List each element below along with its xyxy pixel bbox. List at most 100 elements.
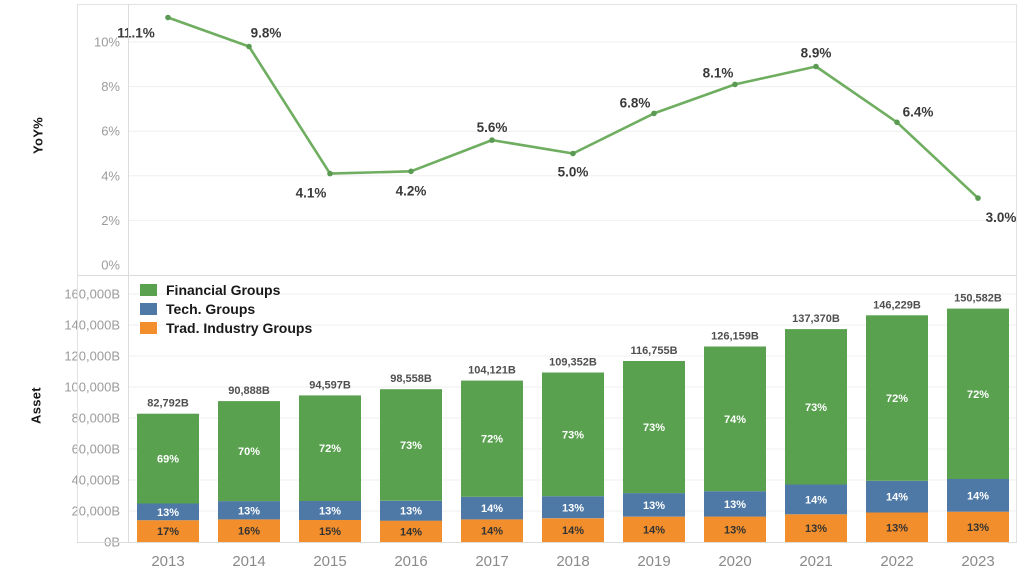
- asset-ytick-label: 120,000B: [64, 349, 120, 364]
- bar-segment-label-2023: 13%: [967, 522, 989, 534]
- bar-segment-label-2014: 13%: [238, 505, 260, 517]
- xtick-year-2022: 2022: [880, 553, 913, 570]
- bar-2020-financial-groups: [704, 346, 766, 492]
- yoy-ytick-label: 6%: [101, 124, 120, 139]
- tech-groups-swatch: [140, 303, 157, 315]
- bar-2021-trad-industry-groups: [785, 514, 847, 542]
- yoy-point-2023: [975, 195, 981, 201]
- bar-total-label-2021: 137,370B: [792, 313, 840, 325]
- bar-2018-trad-industry-groups: [542, 518, 604, 542]
- bar-2018-tech-groups: [542, 496, 604, 519]
- bar-2019-tech-groups: [623, 493, 685, 517]
- bar-segment-label-2016: 13%: [400, 506, 422, 518]
- bar-segment-label-2020: 13%: [724, 524, 746, 536]
- bar-2022-tech-groups: [866, 480, 928, 513]
- bar-2015-financial-groups: [299, 395, 361, 501]
- yoy-point-2022: [894, 119, 900, 126]
- bar-2014-financial-groups: [218, 401, 280, 502]
- xtick-year-2014: 2014: [232, 553, 265, 570]
- bar-segment-label-2022: 72%: [886, 393, 908, 405]
- xtick-year-2020: 2020: [718, 553, 751, 570]
- asset-ytick-label: 20,000B: [72, 504, 120, 519]
- bar-2023-tech-groups: [947, 479, 1009, 512]
- bar-segment-label-2017: 72%: [481, 434, 503, 446]
- yoy-point-2017: [489, 137, 495, 143]
- yoy-point-label-2016: 4.2%: [396, 183, 427, 198]
- bar-2014-trad-industry-groups: [218, 519, 280, 542]
- bar-2021-tech-groups: [785, 484, 847, 515]
- legend: Financial Groups Tech. Groups Trad. Indu…: [140, 282, 312, 336]
- bar-2015-tech-groups: [299, 500, 361, 520]
- yoy-ytick-label: 0%: [101, 258, 120, 273]
- bar-2015-trad-industry-groups: [299, 520, 361, 542]
- yoy-point-label-2013: 11.1%: [117, 25, 155, 40]
- yoy-ytick-label: 2%: [101, 213, 120, 228]
- bar-segment-label-2018: 14%: [562, 525, 584, 537]
- bar-2016-financial-groups: [380, 389, 442, 501]
- yoy-ytick-label: 10%: [94, 35, 120, 50]
- bar-segment-label-2020: 13%: [724, 499, 746, 511]
- bar-segment-label-2014: 70%: [238, 446, 260, 458]
- legend-item-tech-groups: Tech. Groups: [140, 301, 312, 317]
- yoy-point-label-2023: 3.0%: [986, 210, 1017, 225]
- yoy-point-label-2018: 5.0%: [558, 165, 589, 180]
- bar-segment-label-2018: 73%: [562, 429, 584, 441]
- bar-2017-trad-industry-groups: [461, 519, 523, 542]
- legend-label-financial-groups: Financial Groups: [166, 282, 281, 298]
- asset-ytick-label: 100,000B: [64, 380, 120, 395]
- asset-ytick-label: 40,000B: [72, 473, 120, 488]
- yoy-axis-title: YoY%: [30, 116, 46, 155]
- bar-total-label-2015: 94,597B: [309, 379, 351, 391]
- xtick-year-2018: 2018: [556, 553, 589, 570]
- bar-2016-trad-industry-groups: [380, 520, 442, 542]
- bar-2022-financial-groups: [866, 315, 928, 481]
- bar-total-label-2023: 150,582B: [954, 293, 1002, 305]
- bar-2023-trad-industry-groups: [947, 511, 1009, 542]
- yoy-point-2020: [732, 81, 738, 88]
- bar-segment-label-2019: 13%: [643, 500, 665, 512]
- yoy-ytick-label: 4%: [101, 168, 120, 183]
- bar-2023-financial-groups: [947, 308, 1009, 479]
- yoy-point-label-2022: 6.4%: [903, 104, 934, 119]
- xtick-year-2023: 2023: [961, 553, 994, 570]
- yoy-point-2018: [570, 150, 576, 157]
- asset-ytick-label: 140,000B: [64, 318, 120, 333]
- yoy-point-label-2020: 8.1%: [703, 65, 734, 80]
- legend-item-financial-groups: Financial Groups: [140, 282, 312, 298]
- bar-2017-financial-groups: [461, 380, 523, 497]
- yoy-point-2019: [651, 110, 657, 117]
- xtick-year-2019: 2019: [637, 553, 670, 570]
- yoy-point-label-2021: 8.9%: [801, 46, 832, 61]
- xtick-year-2021: 2021: [799, 553, 832, 570]
- bar-2020-tech-groups: [704, 491, 766, 517]
- bar-2020-trad-industry-groups: [704, 516, 766, 542]
- asset-axis-title: Asset: [28, 387, 44, 424]
- yoy-point-label-2015: 4.1%: [296, 186, 327, 201]
- bar-segment-label-2021: 13%: [805, 523, 827, 535]
- bar-segment-label-2015: 72%: [319, 443, 341, 455]
- bar-2014-tech-groups: [218, 501, 280, 520]
- bar-total-label-2014: 90,888B: [228, 385, 270, 397]
- bar-segment-label-2015: 15%: [319, 526, 341, 538]
- yoy-point-2015: [327, 170, 333, 177]
- bar-segment-label-2017: 14%: [481, 526, 503, 538]
- bar-segment-label-2013: 69%: [157, 454, 179, 466]
- yoy-ytick-label: 8%: [101, 79, 120, 94]
- bar-segment-label-2019: 14%: [643, 524, 665, 536]
- xtick-year-2017: 2017: [475, 553, 508, 570]
- bar-segment-label-2015: 13%: [319, 505, 341, 517]
- trad-industry-groups-swatch: [140, 322, 157, 334]
- bar-2018-financial-groups: [542, 372, 604, 497]
- bar-segment-label-2014: 16%: [238, 526, 260, 538]
- bar-segment-label-2016: 73%: [400, 440, 422, 452]
- bar-total-label-2013: 82,792B: [147, 398, 189, 410]
- xtick-year-2013: 2013: [151, 553, 184, 570]
- xtick-year-2016: 2016: [394, 553, 427, 570]
- bar-total-label-2017: 104,121B: [468, 365, 516, 377]
- bar-2013-tech-groups: [137, 503, 199, 521]
- asset-ytick-label: 80,000B: [72, 411, 120, 426]
- financial-groups-swatch: [140, 284, 157, 296]
- yoy-point-label-2017: 5.6%: [477, 120, 508, 135]
- bar-segment-label-2016: 14%: [400, 526, 422, 538]
